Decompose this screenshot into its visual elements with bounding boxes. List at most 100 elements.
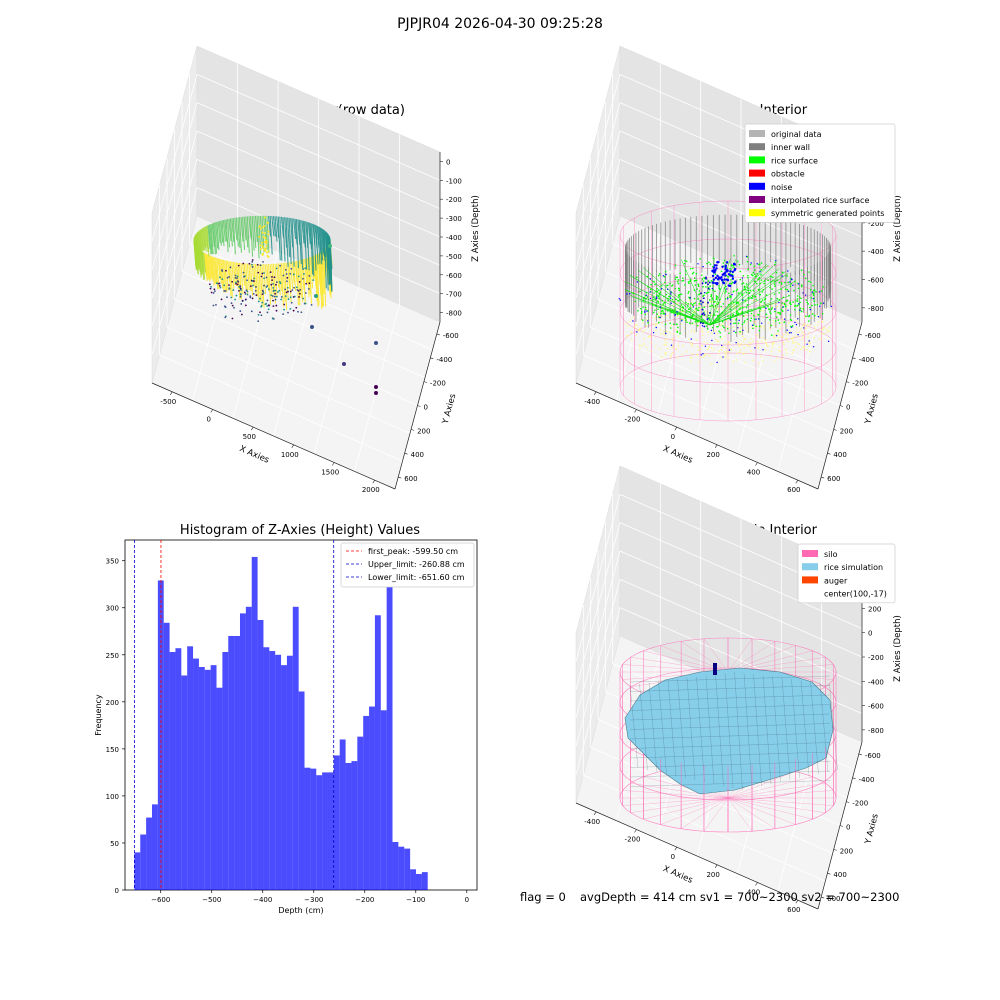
symmetric-point [701,328,703,330]
noise-point [701,313,703,315]
data-point [293,287,295,289]
rice-surface-point [644,314,646,316]
rice-surface-point [822,313,824,315]
symmetric-point [665,352,667,354]
rice-surface-point [698,286,700,288]
rice-surface-point [692,322,694,324]
data-point [289,273,291,275]
symmetric-point [718,353,720,355]
y-tick-label: -400 [436,356,452,364]
data-point [213,292,215,294]
symmetric-point [789,331,791,333]
noise-point [792,285,793,286]
symmetric-point [744,361,746,363]
y-tick-label: 400 [833,871,846,879]
rice-surface-point [813,294,815,296]
histogram-bar [416,874,422,890]
legend-label: obstacle [771,170,805,179]
rice-surface-point [747,269,749,271]
symmetric-point [797,312,799,314]
data-point [252,259,254,261]
data-point [286,277,288,279]
data-point [283,275,285,277]
data-point [271,279,273,281]
z-tick-label: 0 [446,158,450,166]
symmetric-point [688,338,690,340]
x-tick-label: 400 [747,469,760,477]
data-point [209,283,211,285]
rice-surface-point [820,303,822,305]
rice-surface-point [790,319,792,321]
histogram-bar [134,852,140,890]
symmetric-point [764,348,766,350]
symmetric-point [721,324,723,326]
rice-surface-point [674,308,676,310]
y-tick-label: 400 [411,451,424,459]
symmetric-point [785,348,787,350]
y-tick [398,477,401,478]
rice-surface-point [755,299,757,301]
symmetric-point [795,319,797,321]
symmetric-point [770,354,772,356]
symmetric-point [781,358,783,360]
rice-surface-point [650,284,652,286]
data-point [273,318,275,320]
rice-surface-point [744,320,746,322]
data-point [309,282,311,284]
data-point [247,294,249,296]
data-point [257,264,259,266]
legend-swatch [749,209,765,216]
legend-label: rice surface [771,156,818,165]
noise-point [733,263,735,265]
rice-surface-point [751,313,753,315]
data-point [286,273,288,275]
noise-point [629,293,630,294]
rice-surface-point [658,322,660,324]
symmetric-point [725,354,727,356]
histogram-bar [228,636,234,890]
y-tick-label: 100 [106,793,119,801]
noise-point [729,349,730,350]
rice-surface-point [684,260,686,262]
data-point [298,296,300,298]
rice-surface-point [657,295,659,297]
data-point [275,290,277,292]
noise-point [702,301,704,303]
data-point [299,293,301,295]
data-point [287,287,289,289]
data-point [235,283,237,285]
rice-surface-point [712,299,714,301]
rice-surface-point [690,303,692,305]
rice-surface-point [774,283,776,285]
noise-point [818,316,819,317]
noise-point [689,297,690,298]
data-point [255,286,257,288]
noise-point [730,274,732,276]
rice-surface-point [684,284,686,286]
symmetric-point [809,341,811,343]
rice-surface-point [653,292,655,294]
noise-point [787,329,788,330]
x-tick-label: 0 [671,433,675,441]
symmetric-point [701,345,703,347]
rice-surface-point [733,322,735,324]
histogram-bar [170,652,176,890]
symmetric-point [724,356,726,358]
noise-point [724,274,726,276]
histogram-bar [393,842,399,890]
noise-point [726,288,727,289]
rice-surface-point [796,305,798,307]
rice-surface-point [746,292,748,294]
rice-surface-point [766,317,768,319]
symmetric-point [798,331,800,333]
noise-point [746,256,747,257]
rice-surface-point [760,274,762,276]
data-point [276,296,278,298]
data-point [293,274,295,276]
symmetric-point [807,324,809,326]
rice-surface-point [669,296,671,298]
rice-surface-point [679,272,681,274]
legend-swatch [802,563,818,570]
rice-surface-point [785,288,787,290]
rice-surface-point [778,312,780,314]
